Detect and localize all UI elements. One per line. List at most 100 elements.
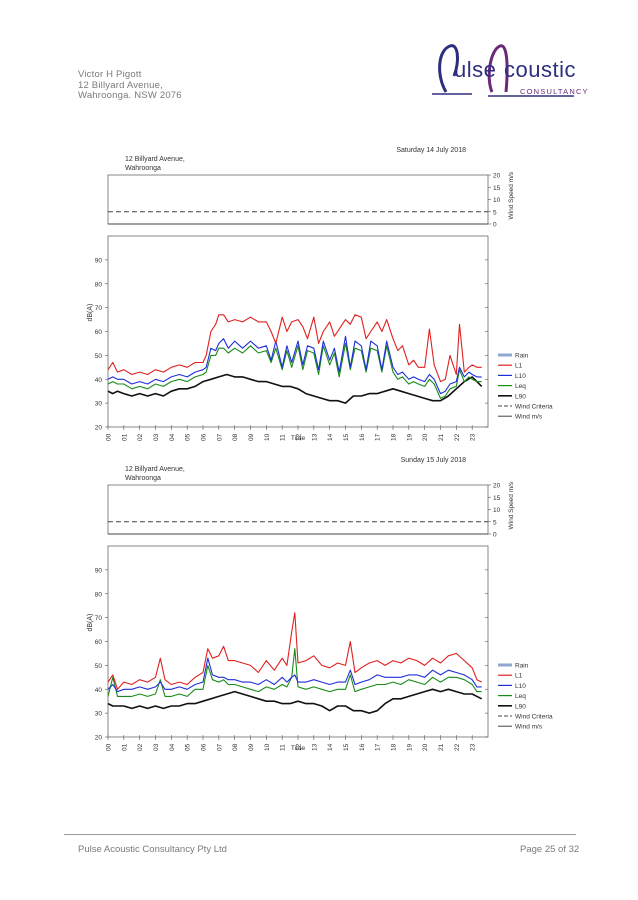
legend-label: L90: [515, 393, 526, 400]
x-tick-label: 18: [391, 743, 398, 751]
chart-sunday: Sunday 15 July 2018 12 Billyard Avenue, Wa…: [87, 457, 553, 752]
y2-axis-label: Wind Speed m/s: [508, 171, 515, 219]
chart-title: Sunday 15 July 2018: [401, 457, 466, 464]
client-address: Victor H Pigott 12 Billyard Avenue, Wahr…: [78, 69, 182, 102]
series-line-l10: [107, 657, 482, 693]
legend-label: Wind m/s: [515, 414, 543, 421]
series-line-l1: [107, 314, 482, 383]
y-tick-label: 50: [95, 663, 103, 670]
x-tick-label: 06: [201, 433, 208, 441]
y2-tick-label: 15: [493, 185, 501, 192]
x-tick-label: 15: [343, 743, 350, 751]
y-tick-label: 30: [95, 401, 103, 408]
x-tick-label: 21: [438, 433, 445, 441]
x-tick-label: 23: [470, 743, 477, 751]
x-tick-label: 13: [311, 433, 318, 441]
x-axis-label: Time: [291, 745, 306, 752]
y2-tick-label: 0: [493, 532, 497, 539]
logo-mark-icon: [432, 44, 574, 97]
y2-tick-label: 0: [493, 222, 497, 229]
x-tick-label: 11: [280, 434, 287, 441]
x-tick-label: 16: [359, 743, 366, 751]
legend-label: L1: [515, 673, 523, 680]
footer-divider: [64, 834, 576, 835]
y-tick-label: 70: [95, 615, 103, 622]
y2-tick-label: 10: [493, 507, 501, 514]
x-tick-label: 00: [106, 433, 113, 441]
x-tick-label: 00: [106, 743, 113, 751]
x-tick-label: 03: [153, 433, 160, 441]
x-tick-label: 14: [327, 743, 334, 751]
y2-tick-label: 5: [493, 209, 497, 216]
legend-label: L1: [515, 363, 523, 370]
series-line-l1: [107, 612, 482, 690]
x-tick-label: 16: [359, 433, 366, 441]
x-tick-label: 02: [137, 743, 144, 751]
logo-word-acoustic: coustic: [504, 57, 576, 82]
logo-word-pulse: ulse: [454, 57, 497, 82]
y2-tick-label: 20: [493, 173, 501, 180]
location-label: Wahroonga: [125, 165, 161, 172]
series-line-leq: [107, 648, 482, 697]
footer-company: Pulse Acoustic Consultancy Pty Ltd: [78, 844, 227, 855]
address-line: 12 Billyard Avenue,: [78, 79, 163, 91]
series-line-leq: [107, 342, 482, 399]
x-tick-label: 01: [121, 433, 128, 441]
x-tick-label: 02: [137, 433, 144, 441]
location-label: Wahroonga: [125, 475, 161, 482]
legend-label: Rain: [515, 353, 529, 360]
y2-tick-label: 10: [493, 197, 501, 204]
legend-label: Wind Criteria: [515, 404, 553, 411]
x-tick-label: 12: [296, 433, 303, 441]
wind-panel-frame: [107, 484, 489, 535]
y-axis-label: dB(A): [87, 304, 94, 322]
legend-label: L10: [515, 373, 526, 380]
y-tick-label: 60: [95, 639, 103, 646]
address-line: Wahroonga. NSW 2076: [78, 90, 182, 101]
x-tick-label: 08: [232, 743, 239, 751]
x-tick-label: 07: [216, 743, 223, 751]
legend-label: Leq: [515, 383, 526, 390]
x-tick-label: 10: [264, 743, 271, 751]
y-tick-label: 80: [95, 281, 103, 288]
x-tick-label: 17: [375, 743, 382, 751]
y2-axis-label: Wind Speed m/s: [508, 481, 515, 529]
x-axis-label: Time: [291, 435, 306, 442]
y-tick-label: 50: [95, 353, 103, 360]
series-line-l10: [107, 335, 482, 395]
x-tick-label: 04: [169, 433, 176, 441]
y2-tick-label: 20: [493, 483, 501, 490]
x-tick-label: 19: [406, 743, 413, 751]
y-tick-label: 30: [95, 711, 103, 718]
y-tick-label: 40: [95, 687, 103, 694]
footer-page-number: Page 25 of 32: [520, 844, 580, 855]
x-tick-label: 09: [248, 433, 255, 441]
x-tick-label: 09: [248, 743, 255, 751]
chart-title: Saturday 14 July 2018: [396, 147, 466, 154]
legend-label: L90: [515, 703, 526, 710]
x-tick-label: 07: [216, 433, 223, 441]
legend-label: L10: [515, 683, 526, 690]
series-line-l90: [107, 688, 483, 714]
x-tick-label: 01: [121, 743, 128, 751]
x-tick-label: 15: [343, 433, 350, 441]
x-tick-label: 23: [470, 433, 477, 441]
x-tick-label: 19: [406, 433, 413, 441]
x-tick-label: 20: [422, 433, 429, 441]
y-tick-label: 80: [95, 591, 103, 598]
x-tick-label: 10: [264, 433, 271, 441]
x-tick-label: 06: [201, 743, 208, 751]
legend-label: Rain: [515, 663, 529, 670]
x-tick-label: 18: [391, 433, 398, 441]
y-tick-label: 40: [95, 377, 103, 384]
x-tick-label: 13: [311, 743, 318, 751]
x-tick-label: 14: [327, 433, 334, 441]
x-tick-label: 03: [153, 743, 160, 751]
y2-tick-label: 5: [493, 519, 497, 526]
x-tick-label: 08: [232, 433, 239, 441]
y-tick-label: 60: [95, 329, 103, 336]
y-tick-label: 90: [95, 257, 103, 264]
y-axis-label: dB(A): [87, 614, 94, 632]
x-tick-label: 21: [438, 743, 445, 751]
x-tick-label: 05: [185, 743, 192, 751]
